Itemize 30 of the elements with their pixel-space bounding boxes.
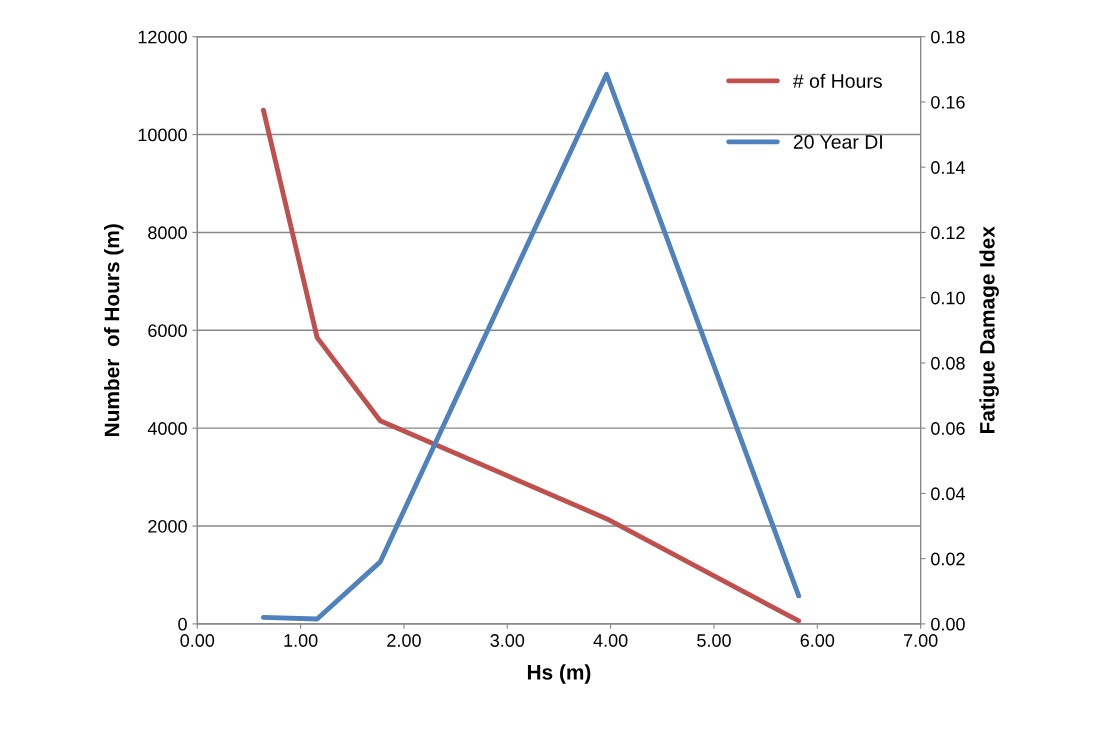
y-tick-label: 8000: [148, 226, 187, 240]
x-tick-label: 7.00: [904, 634, 938, 647]
x-tick-label: 0.00: [180, 634, 215, 647]
x-tick-label: 4.00: [593, 634, 628, 647]
legend-label: 20 Year DI: [793, 135, 882, 149]
x-tick-label: 5.00: [697, 634, 731, 647]
y2-tick-label: 0.18: [931, 30, 965, 44]
y2-tick-label: 0.14: [931, 161, 965, 174]
y-tick-label: 4000: [147, 422, 187, 435]
x-tick-label: 1.00: [284, 634, 318, 647]
y2-tick-label: 0.04: [931, 487, 965, 501]
y-tick-label: 12000: [138, 30, 187, 44]
y-tick-label: 10000: [138, 128, 187, 142]
y2-tick-label: 0.12: [931, 226, 965, 240]
y2-tick-label: 0.16: [931, 95, 965, 109]
y2-tick-label: 0.00: [931, 617, 965, 631]
y-tick-label: 0: [178, 617, 187, 631]
x-axis-title: Hs (m): [527, 664, 591, 684]
y2-tick-label: 0.02: [931, 552, 965, 566]
x-tick-label: 6.00: [800, 634, 835, 647]
legend-label: # of Hours: [792, 73, 882, 88]
y-tick-label: 2000: [148, 519, 187, 533]
y2-tick-label: 0.10: [931, 291, 965, 305]
y-axis-title: Number of Hours (m): [104, 224, 124, 436]
y2-tick-label: 0.08: [931, 356, 965, 370]
y2-tick-label: 0.06: [931, 422, 965, 435]
x-tick-label: 2.00: [387, 634, 421, 647]
x-tick-label: 3.00: [490, 634, 525, 647]
y2-axis-title: Fatigue Damage Idex: [979, 226, 999, 434]
y-tick-label: 6000: [148, 324, 187, 338]
